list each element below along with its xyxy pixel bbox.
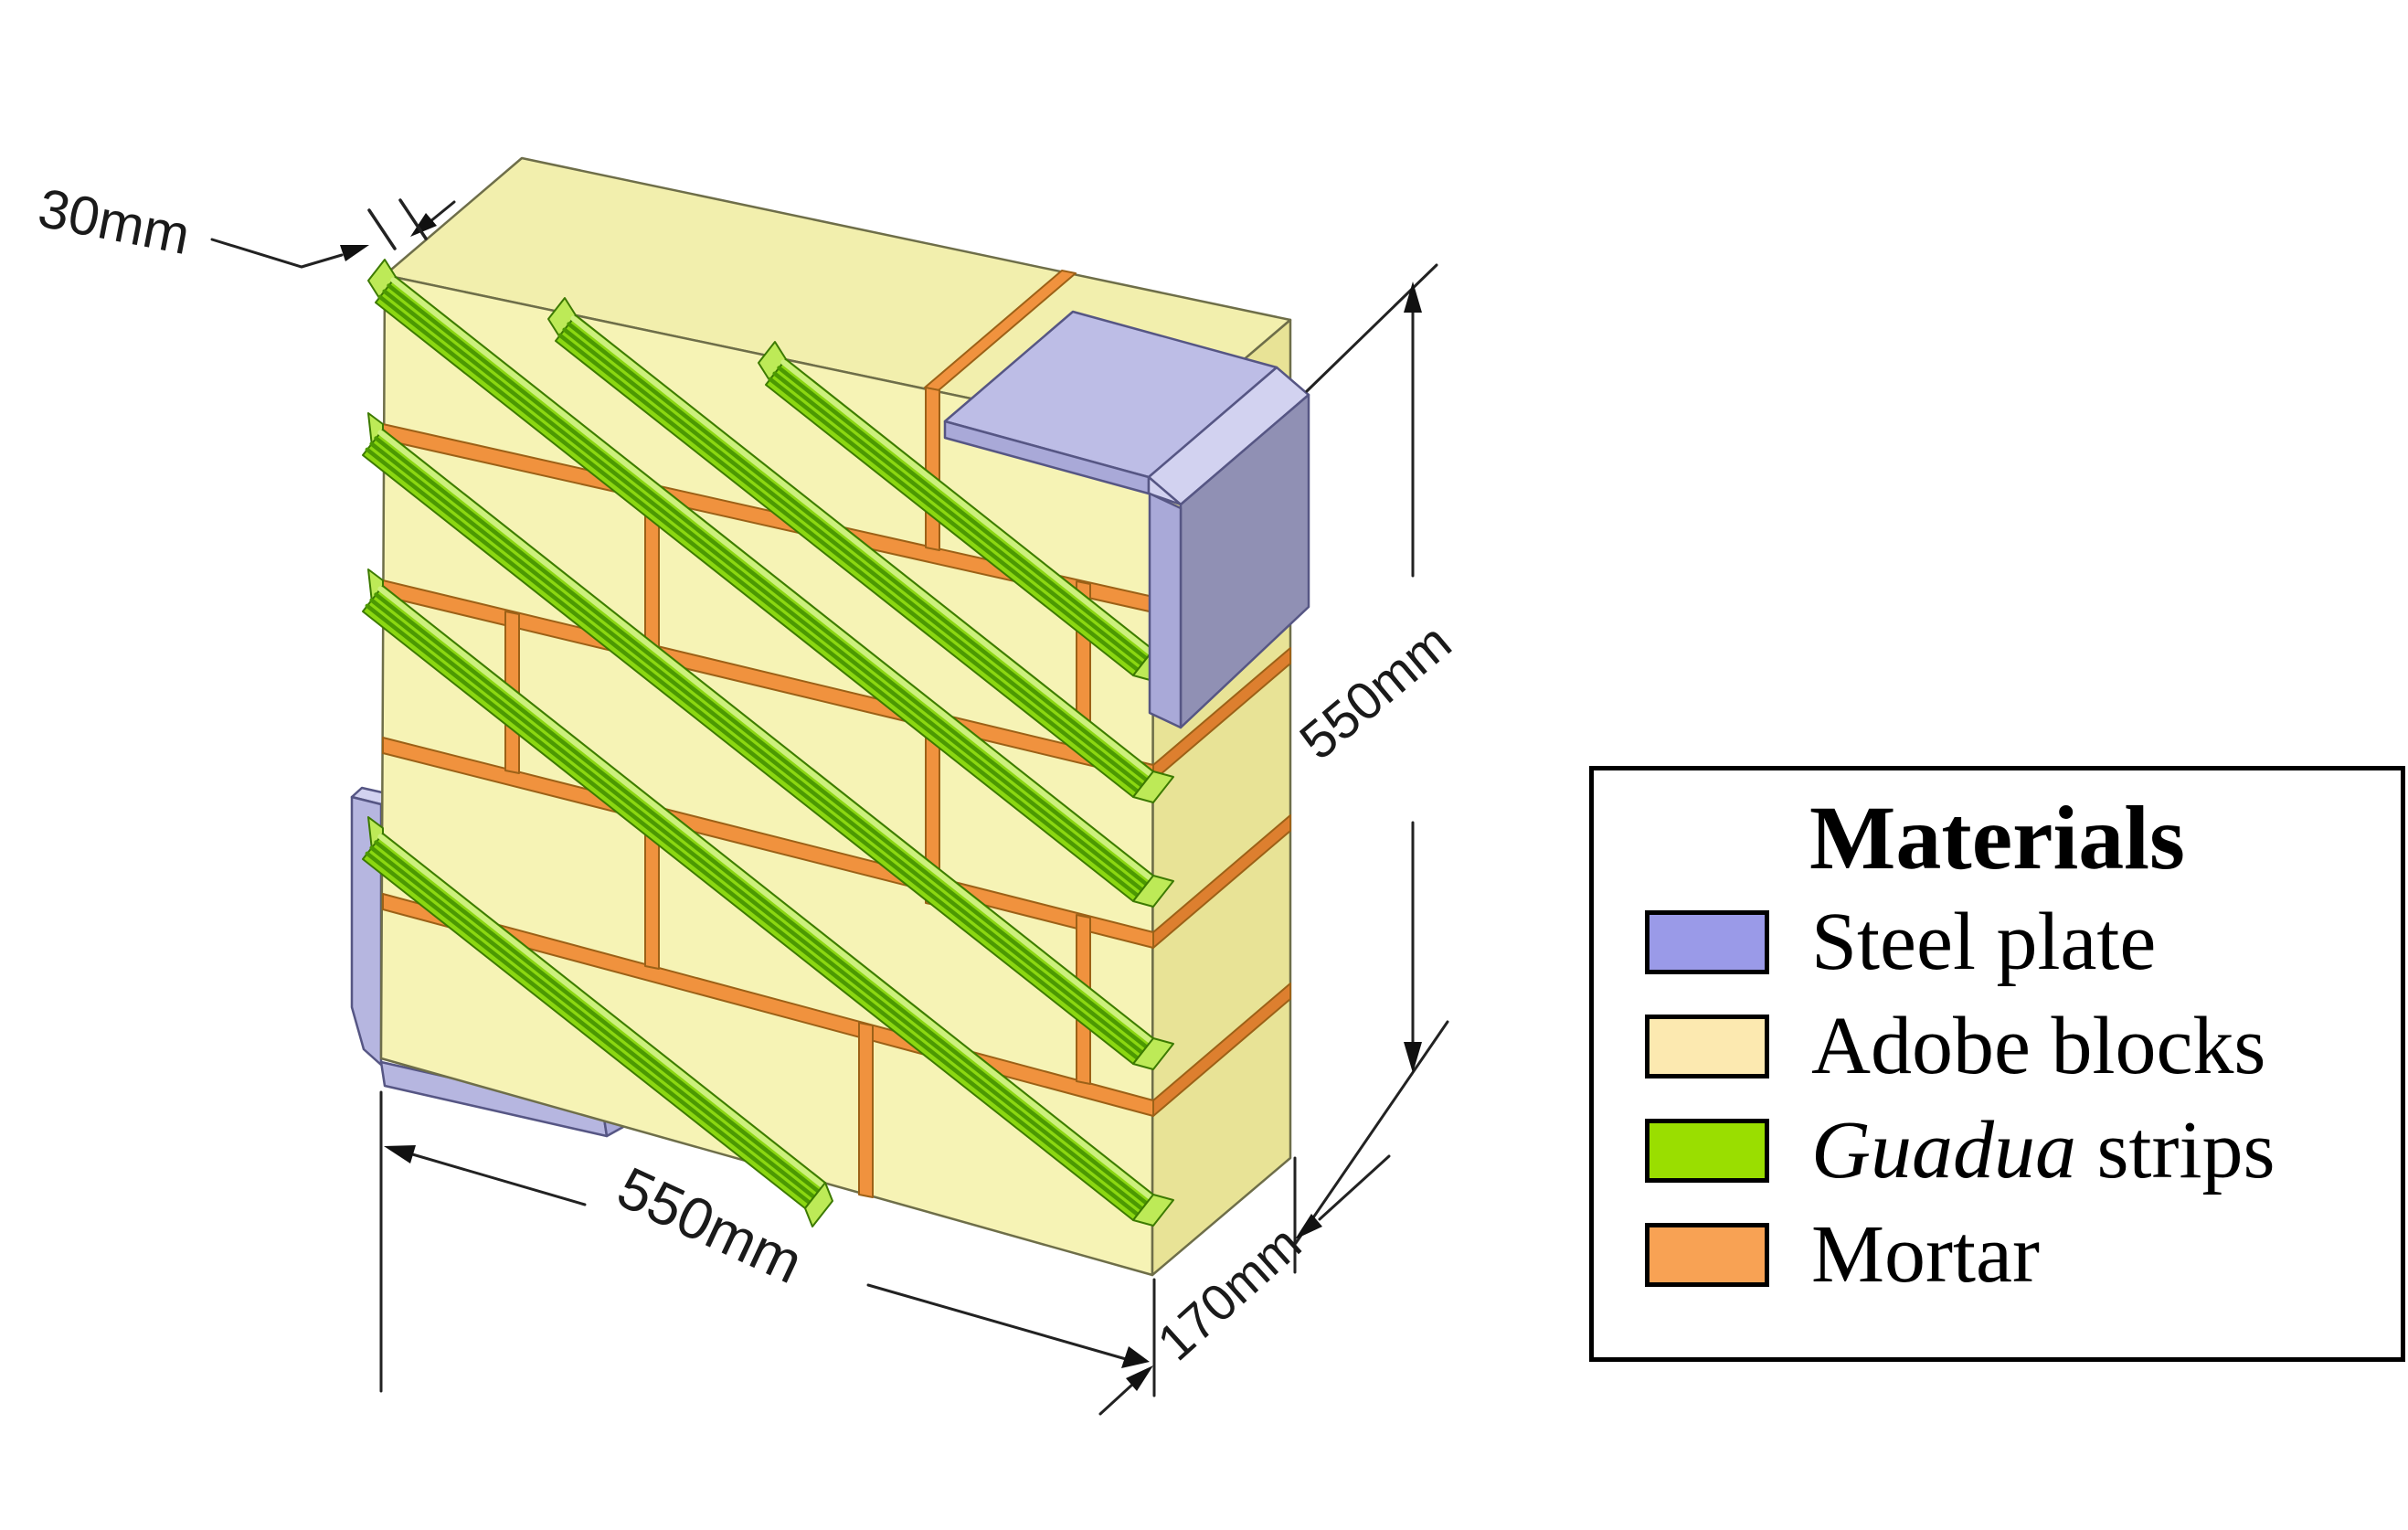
guadua-strip-3-ridge-2 — [777, 366, 1149, 661]
guadua-strip-4-end-cap — [1132, 1037, 1174, 1070]
guadua-strip-4-ridge-2 — [374, 436, 1149, 1049]
guadua-strip-3-ridge-1 — [780, 359, 1154, 656]
legend-item-mortar: Mortar — [1645, 1214, 2401, 1296]
wall-assembly — [350, 156, 1310, 1277]
dim-height-arrow-up — [1404, 282, 1422, 313]
guadua-strip-5-ridge-4 — [365, 603, 1140, 1217]
dim-depth-tail-left — [1098, 1382, 1135, 1416]
guadua-strip-6-end-cap — [804, 1182, 833, 1227]
guadua-strip-1-ridge-4 — [377, 294, 1140, 898]
dim-width-arrow-right — [1121, 1346, 1150, 1368]
dim-depth-arrow-left — [1126, 1365, 1153, 1391]
legend-item-guadua-strips: Guadua strips — [1645, 1110, 2401, 1192]
dim-height-ext-bottom — [1294, 1020, 1449, 1245]
legend-item-adobe-blocks: Adobe blocks — [1645, 1005, 2401, 1088]
dim-width-arrow-left — [384, 1145, 416, 1163]
dim-strip-width-tail — [428, 200, 456, 224]
guadua-strip-1-ridge-3 — [382, 289, 1144, 892]
guadua-strip-6-ridge-2 — [374, 840, 821, 1194]
guadua-strips-swatch — [1645, 1119, 1769, 1183]
legend-label-text: strips — [2076, 1105, 2275, 1195]
legend-label-text: Mortar — [1811, 1209, 2040, 1300]
dim-height-label: 550mm — [1289, 612, 1462, 771]
dim-height: 550mm — [1289, 263, 1462, 1245]
legend-label-em: Guadua — [1811, 1105, 2076, 1195]
guadua-strip-1-ridge-1 — [390, 277, 1154, 882]
guadua-strip-2-ridge-2 — [567, 322, 1149, 782]
dim-strip-width: 30mm — [34, 177, 456, 269]
legend-item-steel-plate: Steel plate — [1645, 901, 2401, 983]
dim-strip-width-arrow-right — [410, 213, 437, 237]
dim-width-line-left — [408, 1152, 587, 1206]
guadua-strip-6-ridge-3 — [369, 845, 816, 1199]
dim-strip-width-label: 30mm — [34, 177, 195, 267]
legend-item-label: Mortar — [1811, 1214, 2040, 1296]
legend-title: Materials — [1809, 787, 2185, 888]
dim-width-line-right — [866, 1283, 1128, 1361]
dim-depth-tail-right — [1318, 1154, 1391, 1221]
guadua-strip-2-ridge-1 — [570, 315, 1154, 778]
mortar-swatch — [1645, 1223, 1769, 1287]
dim-strip-width-tick-1 — [367, 208, 397, 250]
guadua-strip-2-ridge-4 — [557, 333, 1140, 794]
legend-label-text: Steel plate — [1811, 897, 2157, 987]
guadua-strip-6-ridge-1 — [377, 834, 826, 1189]
guadua-strip-2-ridge-3 — [562, 327, 1144, 788]
guadua-strip-2-end-cap — [1132, 770, 1174, 803]
steel-plate-swatch — [1645, 910, 1769, 974]
guadua-strip-5-ridge-1 — [377, 586, 1154, 1201]
guadua-strip-4-ridge-3 — [369, 441, 1144, 1055]
dim-strip-width-arrow-left — [340, 245, 369, 261]
guadua-strip-5-ridge-3 — [369, 598, 1144, 1211]
steel-plate-top-right-corner — [1147, 475, 1183, 506]
adobe-blocks-swatch — [1645, 1015, 1769, 1078]
guadua-strip-4-ridge-4 — [365, 447, 1140, 1061]
steel-plate-top-right-side-edge — [1148, 492, 1183, 729]
guadua-strip-5-end-cap — [1132, 1194, 1174, 1227]
dim-depth-arrow-right — [1295, 1214, 1322, 1239]
dim-strip-width-tick-2 — [398, 198, 428, 240]
legend-item-label: Adobe blocks — [1811, 1005, 2265, 1088]
legend-box: Materials Steel plate Adobe blocks Guadu… — [1589, 766, 2405, 1362]
guadua-strip-1-ridge-2 — [387, 283, 1149, 887]
legend-label-text: Adobe blocks — [1811, 1001, 2266, 1091]
dim-height-ext-top — [1305, 263, 1438, 393]
guadua-strip-1-end-cap — [1132, 875, 1174, 908]
mortar-head-joint-1 — [925, 387, 940, 551]
guadua-strip-4-ridge-1 — [377, 430, 1154, 1045]
guadua-strip-5-ridge-2 — [374, 592, 1149, 1206]
dim-height-arrow-down — [1404, 1042, 1422, 1073]
guadua-strip-6-ridge-4 — [365, 851, 812, 1206]
legend-item-label: Steel plate — [1811, 901, 2156, 983]
guadua-strip-3-ridge-3 — [772, 371, 1144, 666]
legend-item-label: Guadua strips — [1811, 1110, 2275, 1192]
dim-strip-width-leader — [210, 238, 344, 269]
guadua-strip-3-ridge-4 — [768, 377, 1140, 673]
mortar-head-joint-8 — [858, 1022, 874, 1198]
